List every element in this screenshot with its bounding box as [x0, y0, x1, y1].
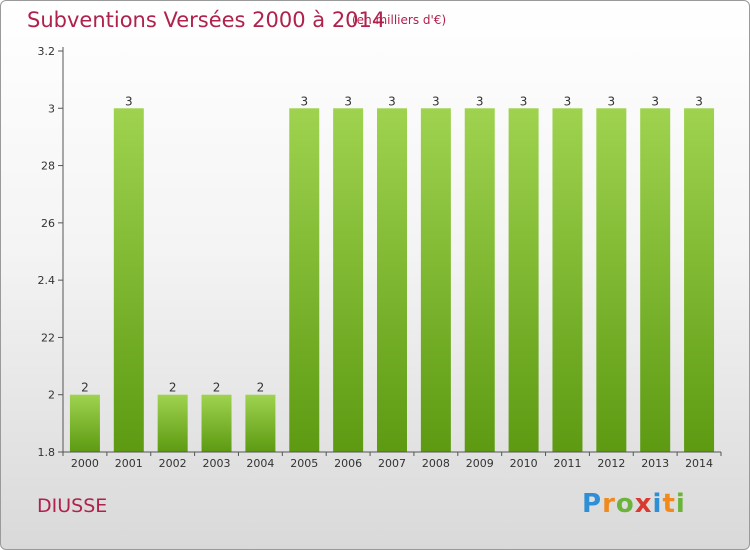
data-label: 3 [344, 94, 352, 108]
bar [596, 108, 627, 453]
bar [245, 394, 276, 452]
bar [377, 108, 407, 453]
x-tick-label: 2004 [246, 457, 274, 470]
x-tick-label: 2011 [553, 457, 581, 470]
x-tick-label: 2006 [334, 457, 362, 470]
x-tick-label: 2003 [203, 457, 231, 470]
axes-group: 2000 2001 2002 2003 2004 2005 2006 2007 2008 2009… [38, 45, 722, 470]
data-label: 3 [432, 94, 440, 108]
logo-letter: r [602, 489, 616, 519]
bar [420, 108, 451, 453]
logo-letter: i [652, 489, 663, 519]
x-tick-label: 2008 [422, 457, 450, 470]
y-tick-label: 3.2 [38, 45, 56, 58]
y-tick-label: 1.8 [38, 446, 56, 459]
data-label: 2 [169, 381, 177, 395]
x-tick-label: 2012 [597, 457, 625, 470]
bar [157, 394, 188, 452]
data-label: 2 [81, 381, 89, 395]
x-tick-label: 2000 [71, 457, 99, 470]
bar [684, 108, 715, 453]
logo-letter: i [675, 489, 686, 519]
x-tick-label: 2014 [685, 457, 713, 470]
logo-letter: t [662, 489, 676, 519]
x-tick-label: 2009 [466, 457, 494, 470]
y-tick-label: 26 [41, 217, 55, 230]
data-label: 3 [388, 94, 396, 108]
bar [464, 108, 495, 453]
data-label: 3 [300, 94, 308, 108]
bar [640, 108, 671, 453]
x-tick-label: 2013 [641, 457, 669, 470]
x-tick-label: 2002 [159, 457, 187, 470]
bar [333, 108, 364, 453]
data-label: 2 [213, 381, 221, 395]
data-label: 3 [125, 94, 133, 108]
data-label: 3 [520, 94, 528, 108]
unit-note: (en milliers d'€) [352, 13, 447, 27]
y-tick-label: 28 [41, 160, 55, 173]
chart-title: Subventions Versées 2000 à 2014 [27, 8, 386, 32]
data-label: 3 [651, 94, 659, 108]
data-label: 2 [257, 381, 265, 395]
logo-letter: x [634, 489, 653, 519]
x-tick-label: 2010 [510, 457, 538, 470]
logo-letter: P [582, 489, 603, 519]
logo-letter: o [615, 489, 635, 519]
data-label: 3 [564, 94, 572, 108]
bar [552, 108, 583, 453]
data-label: 3 [476, 94, 484, 108]
proxiti-logo: Proxiti [582, 489, 686, 519]
bar [508, 108, 539, 453]
bar [113, 108, 144, 453]
y-tick-label: 2 [48, 389, 55, 402]
data-label: 3 [608, 94, 616, 108]
y-tick-label: 22 [41, 331, 55, 344]
bar [289, 108, 320, 453]
y-tick-label: 3 [48, 102, 55, 115]
commune-name: DIUSSE [37, 495, 108, 517]
x-tick-label: 2001 [115, 457, 143, 470]
bar [201, 394, 232, 452]
bar [69, 394, 100, 452]
x-tick-label: 2005 [290, 457, 318, 470]
data-label: 3 [695, 94, 703, 108]
y-tick-label: 2.4 [38, 274, 56, 287]
x-tick-label: 2007 [378, 457, 406, 470]
bars-group: 2 3 2 2 2 3 3 3 3 3 3 3 3 3 3 [69, 94, 715, 453]
